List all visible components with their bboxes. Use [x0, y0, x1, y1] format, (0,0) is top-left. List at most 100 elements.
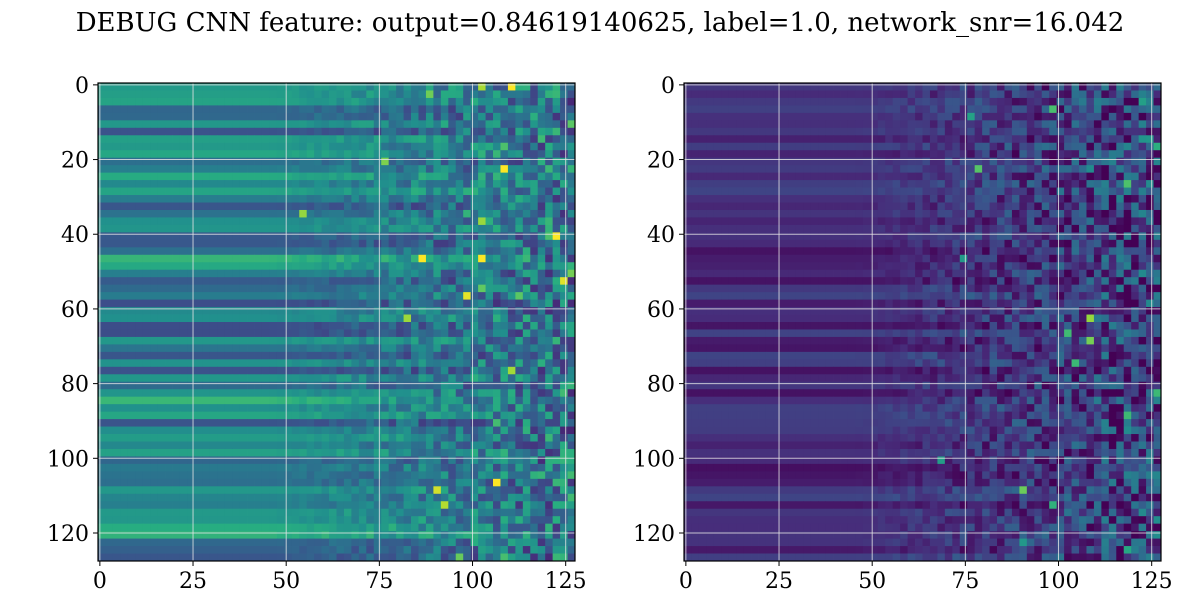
heatmap-cell	[855, 150, 864, 159]
heatmap-cell	[833, 135, 841, 144]
heatmap-cell	[485, 463, 494, 472]
heatmap-cell	[187, 486, 196, 495]
heatmap-cell	[343, 112, 352, 121]
heatmap-cell	[254, 292, 263, 300]
heatmap-cell	[855, 165, 864, 174]
heatmap-cell	[403, 426, 412, 435]
heatmap-cell	[1064, 120, 1072, 129]
heatmap-cell	[157, 523, 166, 532]
heatmap-cell	[478, 195, 486, 203]
heatmap-cell	[127, 217, 136, 226]
heatmap-cell	[299, 232, 308, 241]
heatmap-cell	[418, 262, 427, 271]
heatmap-cell	[247, 553, 255, 562]
heatmap-cell	[1049, 150, 1058, 159]
heatmap-cell	[105, 277, 114, 286]
heatmap-cell	[202, 396, 211, 405]
heatmap-cell	[254, 224, 263, 233]
heatmap-cell	[433, 105, 442, 114]
heatmap-cell	[530, 448, 539, 457]
heatmap-cell	[1056, 127, 1065, 136]
heatmap-cell	[202, 426, 211, 435]
heatmap-cell	[291, 262, 300, 271]
heatmap-cell	[507, 269, 516, 278]
heatmap-cell	[440, 546, 449, 554]
heatmap-cell	[455, 448, 464, 457]
heatmap-cell	[1116, 120, 1125, 129]
heatmap-cell	[870, 97, 879, 106]
heatmap-cell	[276, 195, 285, 203]
heatmap-cell	[403, 127, 412, 136]
heatmap-cell	[239, 90, 248, 99]
heatmap-cell	[343, 508, 352, 517]
heatmap-cell	[187, 262, 196, 271]
heatmap-cell	[247, 195, 255, 203]
heatmap-cell	[224, 434, 233, 442]
heatmap-cell	[150, 419, 159, 427]
heatmap-cell	[515, 247, 524, 256]
heatmap-cell	[818, 180, 827, 188]
heatmap-cell	[698, 150, 707, 159]
heatmap-cell	[112, 351, 121, 360]
heatmap-cell	[306, 105, 315, 114]
heatmap-cell	[224, 501, 233, 510]
heatmap-cell	[172, 456, 181, 465]
heatmap-cell	[758, 83, 767, 91]
heatmap-cell	[172, 262, 181, 271]
heatmap-cell	[1101, 105, 1110, 114]
heatmap-cell	[455, 396, 464, 405]
heatmap-cell	[336, 90, 345, 99]
heatmap-cell	[922, 120, 931, 129]
heatmap-cell	[127, 374, 136, 383]
heatmap-cell	[209, 284, 218, 293]
heatmap-cell	[98, 97, 106, 106]
heatmap-cell	[448, 90, 457, 99]
heatmap-cell	[314, 217, 322, 226]
heatmap-cell	[142, 336, 151, 345]
heatmap-cell	[403, 97, 412, 106]
heatmap-cell	[247, 232, 255, 241]
heatmap-cell	[567, 180, 576, 188]
heatmap-cell	[150, 269, 159, 278]
heatmap-cell	[343, 83, 352, 91]
heatmap-cell	[179, 366, 188, 375]
heatmap-cell	[358, 419, 367, 427]
heatmap-cell	[885, 83, 894, 91]
heatmap-cell	[343, 142, 352, 151]
heatmap-cell	[306, 553, 315, 562]
heatmap-cell	[795, 135, 804, 144]
heatmap-cell	[381, 553, 390, 562]
heatmap-cell	[120, 441, 129, 450]
heatmap-cell	[470, 97, 479, 106]
heatmap-cell	[157, 254, 166, 263]
heatmap-cell	[232, 381, 241, 390]
heatmap-cell	[120, 277, 129, 286]
heatmap-cell	[269, 83, 278, 91]
heatmap-cell	[810, 142, 819, 151]
heatmap-cell	[194, 217, 203, 226]
heatmap-cell	[314, 456, 322, 465]
heatmap-cell	[411, 553, 419, 562]
heatmap-cell	[142, 172, 151, 181]
heatmap-cell	[425, 284, 434, 293]
heatmap-cell	[1049, 83, 1058, 91]
heatmap-cell	[306, 389, 315, 398]
heatmap-cell	[373, 344, 382, 353]
heatmap-cell	[1041, 172, 1050, 181]
heatmap-cell	[247, 523, 255, 532]
heatmap-cell	[959, 142, 968, 151]
heatmap-cell	[440, 247, 449, 256]
heatmap-cell	[358, 112, 367, 121]
heatmap-cell	[433, 463, 442, 472]
heatmap-cell	[515, 262, 524, 271]
heatmap-cell	[1026, 120, 1035, 129]
heatmap-cell	[795, 83, 804, 91]
heatmap-cell	[261, 277, 270, 286]
heatmap-cell	[351, 269, 360, 278]
heatmap-cell	[284, 112, 293, 121]
heatmap-cell	[455, 381, 464, 390]
heatmap-cell	[291, 434, 300, 442]
heatmap-cell	[1004, 165, 1013, 174]
heatmap-cell	[321, 366, 330, 375]
heatmap-cell	[105, 523, 114, 532]
